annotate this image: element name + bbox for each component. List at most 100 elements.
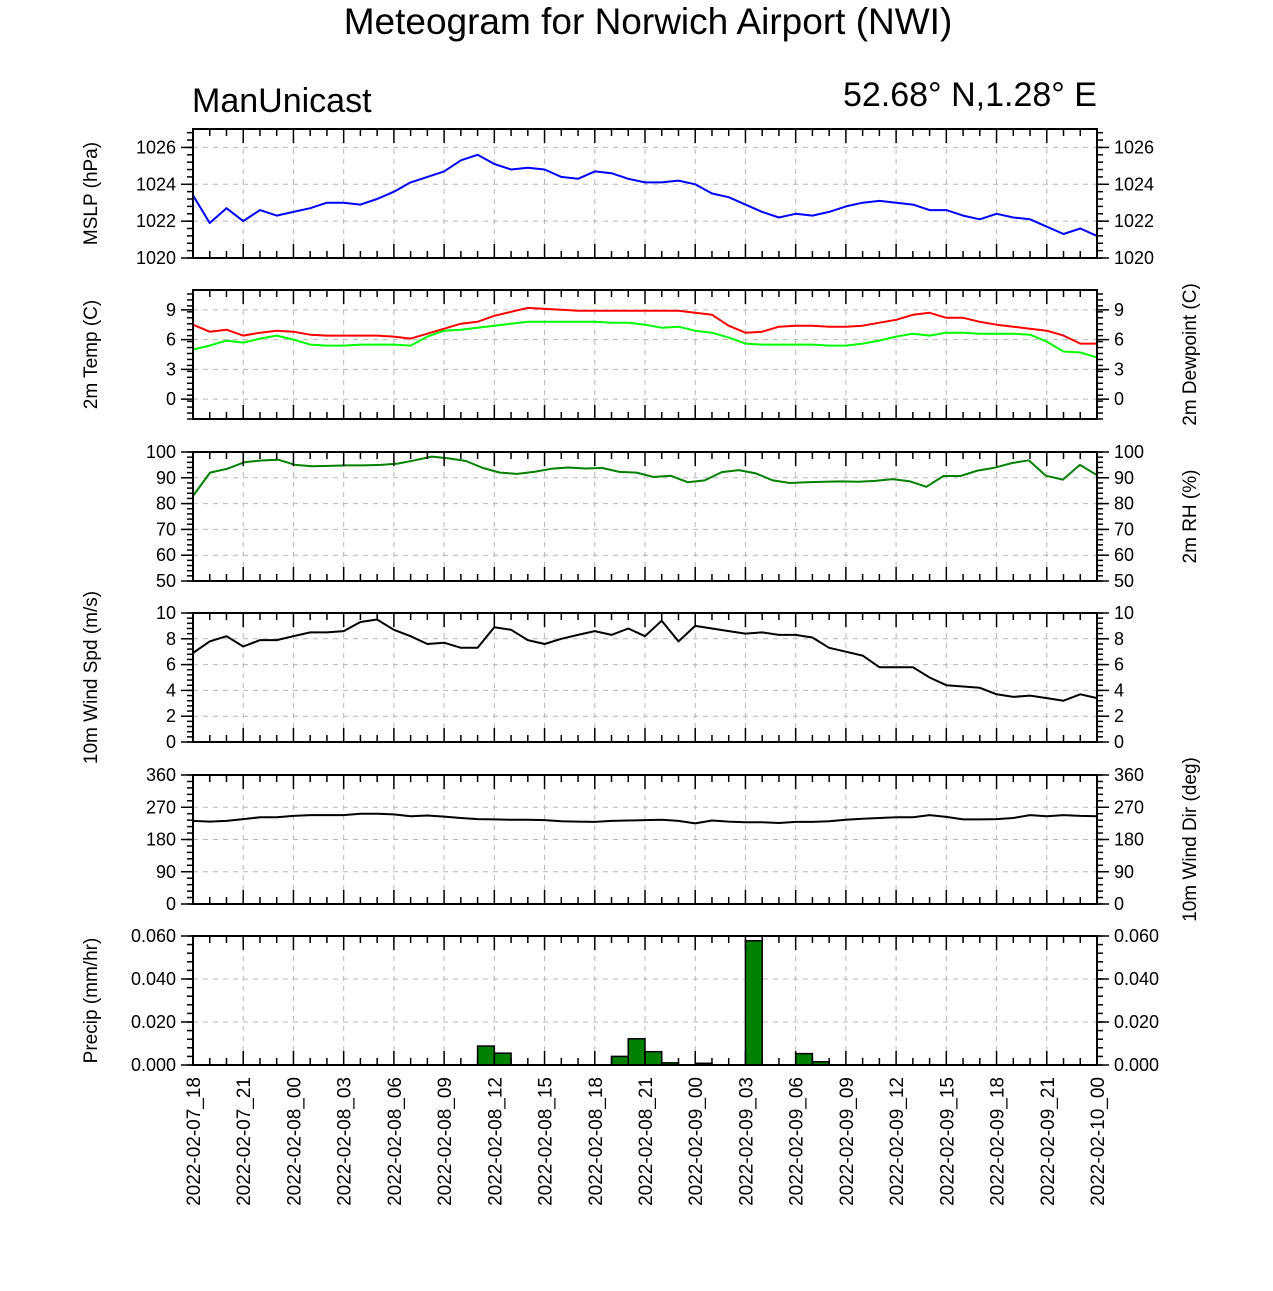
y-tick-label: 1026 <box>1114 137 1154 157</box>
y-tick-label: 2 <box>1114 706 1124 726</box>
y-tick-label: 9 <box>166 300 176 320</box>
y-tick-label: 90 <box>1114 468 1134 488</box>
y-tick-label: 0 <box>1114 389 1124 409</box>
panel-temp: 0 0 3 3 6 6 9 9 2m Temp (C) 2m Dewpoint (C) <box>81 283 1201 426</box>
precip-bar <box>644 1050 663 1066</box>
y-tick-label: 3 <box>166 359 176 379</box>
chart-title: Meteogram for Norwich Airport (NWI) <box>344 1 953 42</box>
y-tick-label: 270 <box>146 797 176 817</box>
y-tick-label: 9 <box>1114 300 1124 320</box>
y-tick-label: 6 <box>166 330 176 350</box>
y-tick-label: 0 <box>1114 894 1124 914</box>
y-tick-label: 1020 <box>136 248 176 268</box>
y-tick-label: 100 <box>146 442 176 462</box>
y-tick-label: 80 <box>1114 494 1134 514</box>
y-tick-label: 8 <box>1114 629 1124 649</box>
y-tick-label: 70 <box>156 519 176 539</box>
y-tick-label: 0.040 <box>1114 969 1159 989</box>
y-tick-label: 6 <box>1114 655 1124 675</box>
y-tick-label: 0.060 <box>1114 926 1159 946</box>
y-tick-label: 70 <box>1114 519 1134 539</box>
precip-left-axis-label: Precip (mm/hr) <box>81 938 102 1064</box>
y-tick-label: 10 <box>1114 603 1134 623</box>
y-tick-label: 90 <box>1114 862 1134 882</box>
x-tick-label: 2022-02-08_12 <box>485 1077 506 1206</box>
y-tick-label: 0.060 <box>131 926 176 946</box>
x-tick-label: 2022-02-07_18 <box>184 1077 205 1206</box>
mslp-series-line-1 <box>192 153 1098 237</box>
y-tick-label: 90 <box>156 862 176 882</box>
y-tick-label: 4 <box>166 680 176 700</box>
location-label: 52.68° N,1.28° E <box>843 76 1097 114</box>
y-tick-label: 0.040 <box>131 969 176 989</box>
y-tick-label: 1024 <box>136 174 176 194</box>
panel-mslp: 1020 1020 1022 1022 1024 1024 1026 1026 MSLP (hP… <box>81 128 1154 268</box>
wspd-series-line-1 <box>192 618 1098 702</box>
y-tick-label: 100 <box>1114 442 1144 462</box>
wdir-series-line-1 <box>192 812 1098 825</box>
panel-precip: 0.000 0.000 0.020 0.020 0.040 0.040 0.060 0.060… <box>81 926 1159 1075</box>
y-tick-label: 3 <box>1114 359 1124 379</box>
mslp-left-axis-label: MSLP (hPa) <box>81 142 102 245</box>
wspd-left-axis-label: 10m Wind Spd (m/s) <box>81 591 102 764</box>
y-tick-label: 180 <box>146 830 176 850</box>
y-tick-label: 360 <box>146 765 176 785</box>
y-tick-label: 90 <box>156 468 176 488</box>
y-tick-label: 0 <box>1114 732 1124 752</box>
y-tick-label: 10 <box>156 603 176 623</box>
temp-left-axis-label: 2m Temp (C) <box>81 300 102 409</box>
x-tick-label: 2022-02-08_21 <box>636 1077 657 1206</box>
y-tick-label: 2 <box>166 706 176 726</box>
y-tick-label: 1020 <box>1114 248 1154 268</box>
model-label: ManUnicast <box>192 82 372 120</box>
y-tick-label: 50 <box>156 571 176 591</box>
panel-wspd: 0 0 2 2 4 4 6 6 8 8 10 10 10m Wind Spd (m/s) <box>81 591 1134 764</box>
panel-wdir: 0 0 90 90 180 180 270 270 360 360 10m Wind Dir (de… <box>146 757 1201 922</box>
x-tick-label: 2022-02-09_12 <box>887 1077 908 1206</box>
x-tick-label: 2022-02-09_09 <box>837 1077 858 1206</box>
y-tick-label: 8 <box>166 629 176 649</box>
y-tick-label: 1026 <box>136 137 176 157</box>
temp-series-line-2 <box>192 320 1098 359</box>
y-tick-label: 270 <box>1114 797 1144 817</box>
y-tick-label: 1022 <box>1114 211 1154 231</box>
precip-bar <box>794 1052 814 1066</box>
rh-right-axis-label: 2m RH (%) <box>1180 470 1201 564</box>
y-tick-label: 60 <box>1114 545 1134 565</box>
precip-bar <box>476 1045 496 1066</box>
x-tick-label: 2022-02-07_21 <box>234 1077 255 1206</box>
precip-bar <box>627 1038 646 1066</box>
y-tick-label: 0.020 <box>1114 1012 1159 1032</box>
panel-rh: 50 50 60 60 70 70 80 80 90 90 100 100 2m RH (%) <box>146 442 1201 591</box>
x-tick-label: 2022-02-09_21 <box>1038 1077 1059 1206</box>
y-tick-label: 0.000 <box>131 1055 176 1075</box>
x-tick-label: 2022-02-08_00 <box>284 1077 305 1206</box>
temp-right-axis-label: 2m Dewpoint (C) <box>1180 283 1201 426</box>
wdir-right-axis-label: 10m Wind Dir (deg) <box>1180 757 1201 922</box>
x-tick-label: 2022-02-08_03 <box>335 1077 356 1206</box>
precip-bar <box>493 1052 512 1066</box>
y-tick-label: 80 <box>156 494 176 514</box>
temp-series-line-1 <box>192 306 1097 345</box>
y-tick-label: 4 <box>1114 680 1124 700</box>
x-tick-label: 2022-02-09_18 <box>988 1077 1009 1206</box>
x-tick-label: 2022-02-08_09 <box>435 1077 456 1206</box>
x-tick-label: 2022-02-09_06 <box>787 1077 808 1206</box>
y-tick-label: 0 <box>166 894 176 914</box>
precip-bar <box>610 1055 630 1066</box>
y-tick-label: 1024 <box>1114 174 1154 194</box>
y-tick-label: 60 <box>156 545 176 565</box>
y-tick-label: 50 <box>1114 571 1134 591</box>
y-tick-label: 360 <box>1114 765 1144 785</box>
x-axis: 2022-02-07_18 2022-02-07_21 2022-02-08_00 2… <box>184 1077 1109 1206</box>
x-tick-label: 2022-02-10_00 <box>1088 1077 1109 1206</box>
y-tick-label: 0.020 <box>131 1012 176 1032</box>
y-tick-label: 1022 <box>136 211 176 231</box>
x-tick-label: 2022-02-09_15 <box>937 1077 958 1206</box>
y-tick-label: 180 <box>1114 830 1144 850</box>
y-tick-label: 0 <box>166 732 176 752</box>
x-tick-label: 2022-02-09_00 <box>686 1077 707 1206</box>
y-tick-label: 0.000 <box>1114 1055 1159 1075</box>
